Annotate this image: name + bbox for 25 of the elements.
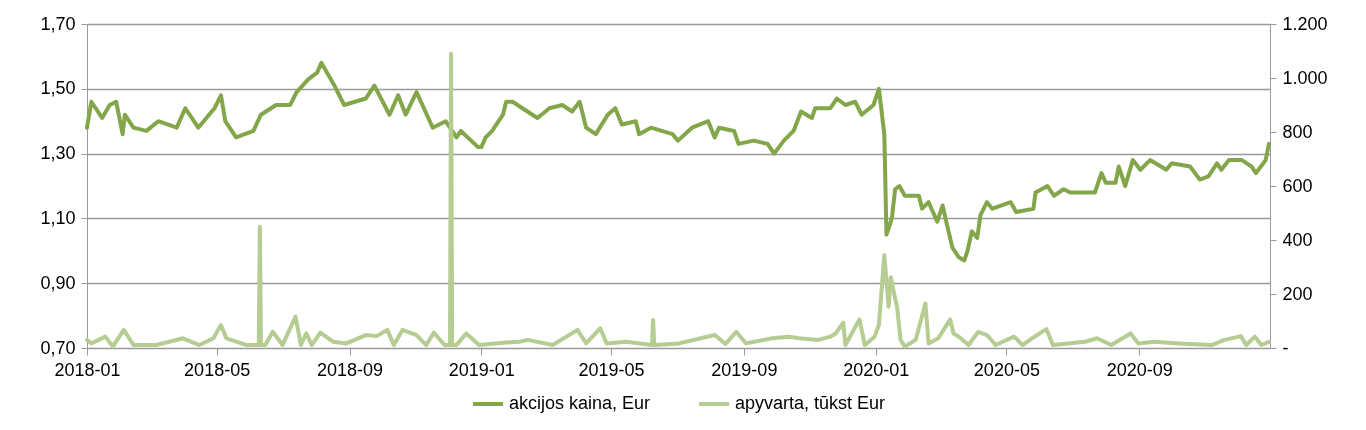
x-tick-label: 2020-05	[973, 359, 1040, 380]
y2-tick-label: 400	[1282, 229, 1313, 250]
y-tick-label: 1,50	[40, 78, 76, 99]
y-tick-label: 1,30	[40, 143, 76, 164]
x-tick-label: 2019-01	[448, 359, 515, 380]
x-tick-label: 2018-05	[184, 359, 251, 380]
y-tick-label: 1,10	[40, 207, 76, 228]
line-series	[85, 60, 1271, 263]
x-tick-label: 2019-05	[578, 359, 645, 380]
y2-tick-label: -	[1282, 337, 1289, 358]
x-tick-label: 2018-09	[317, 359, 384, 380]
y2-tick-label: 1.000	[1282, 67, 1328, 88]
y2-tick-label: 800	[1282, 121, 1313, 142]
x-tick-label: 2020-09	[1106, 359, 1173, 380]
legend-label: apyvarta, tūkst Eur	[735, 393, 886, 413]
y-tick-label: 0,70	[40, 337, 76, 358]
y2-tick-label: 1.200	[1282, 13, 1328, 34]
y-tick-label: 0,90	[40, 272, 76, 293]
x-tick-label: 2018-01	[54, 359, 121, 380]
legend-label: akcijos kaina, Eur	[509, 393, 651, 413]
y-tick-label: 1,70	[40, 13, 76, 34]
y2-tick-label: 200	[1282, 283, 1313, 304]
y2-tick-label: 600	[1282, 175, 1313, 196]
x-tick-label: 2020-01	[843, 359, 910, 380]
x-tick-label: 2019-09	[711, 359, 778, 380]
